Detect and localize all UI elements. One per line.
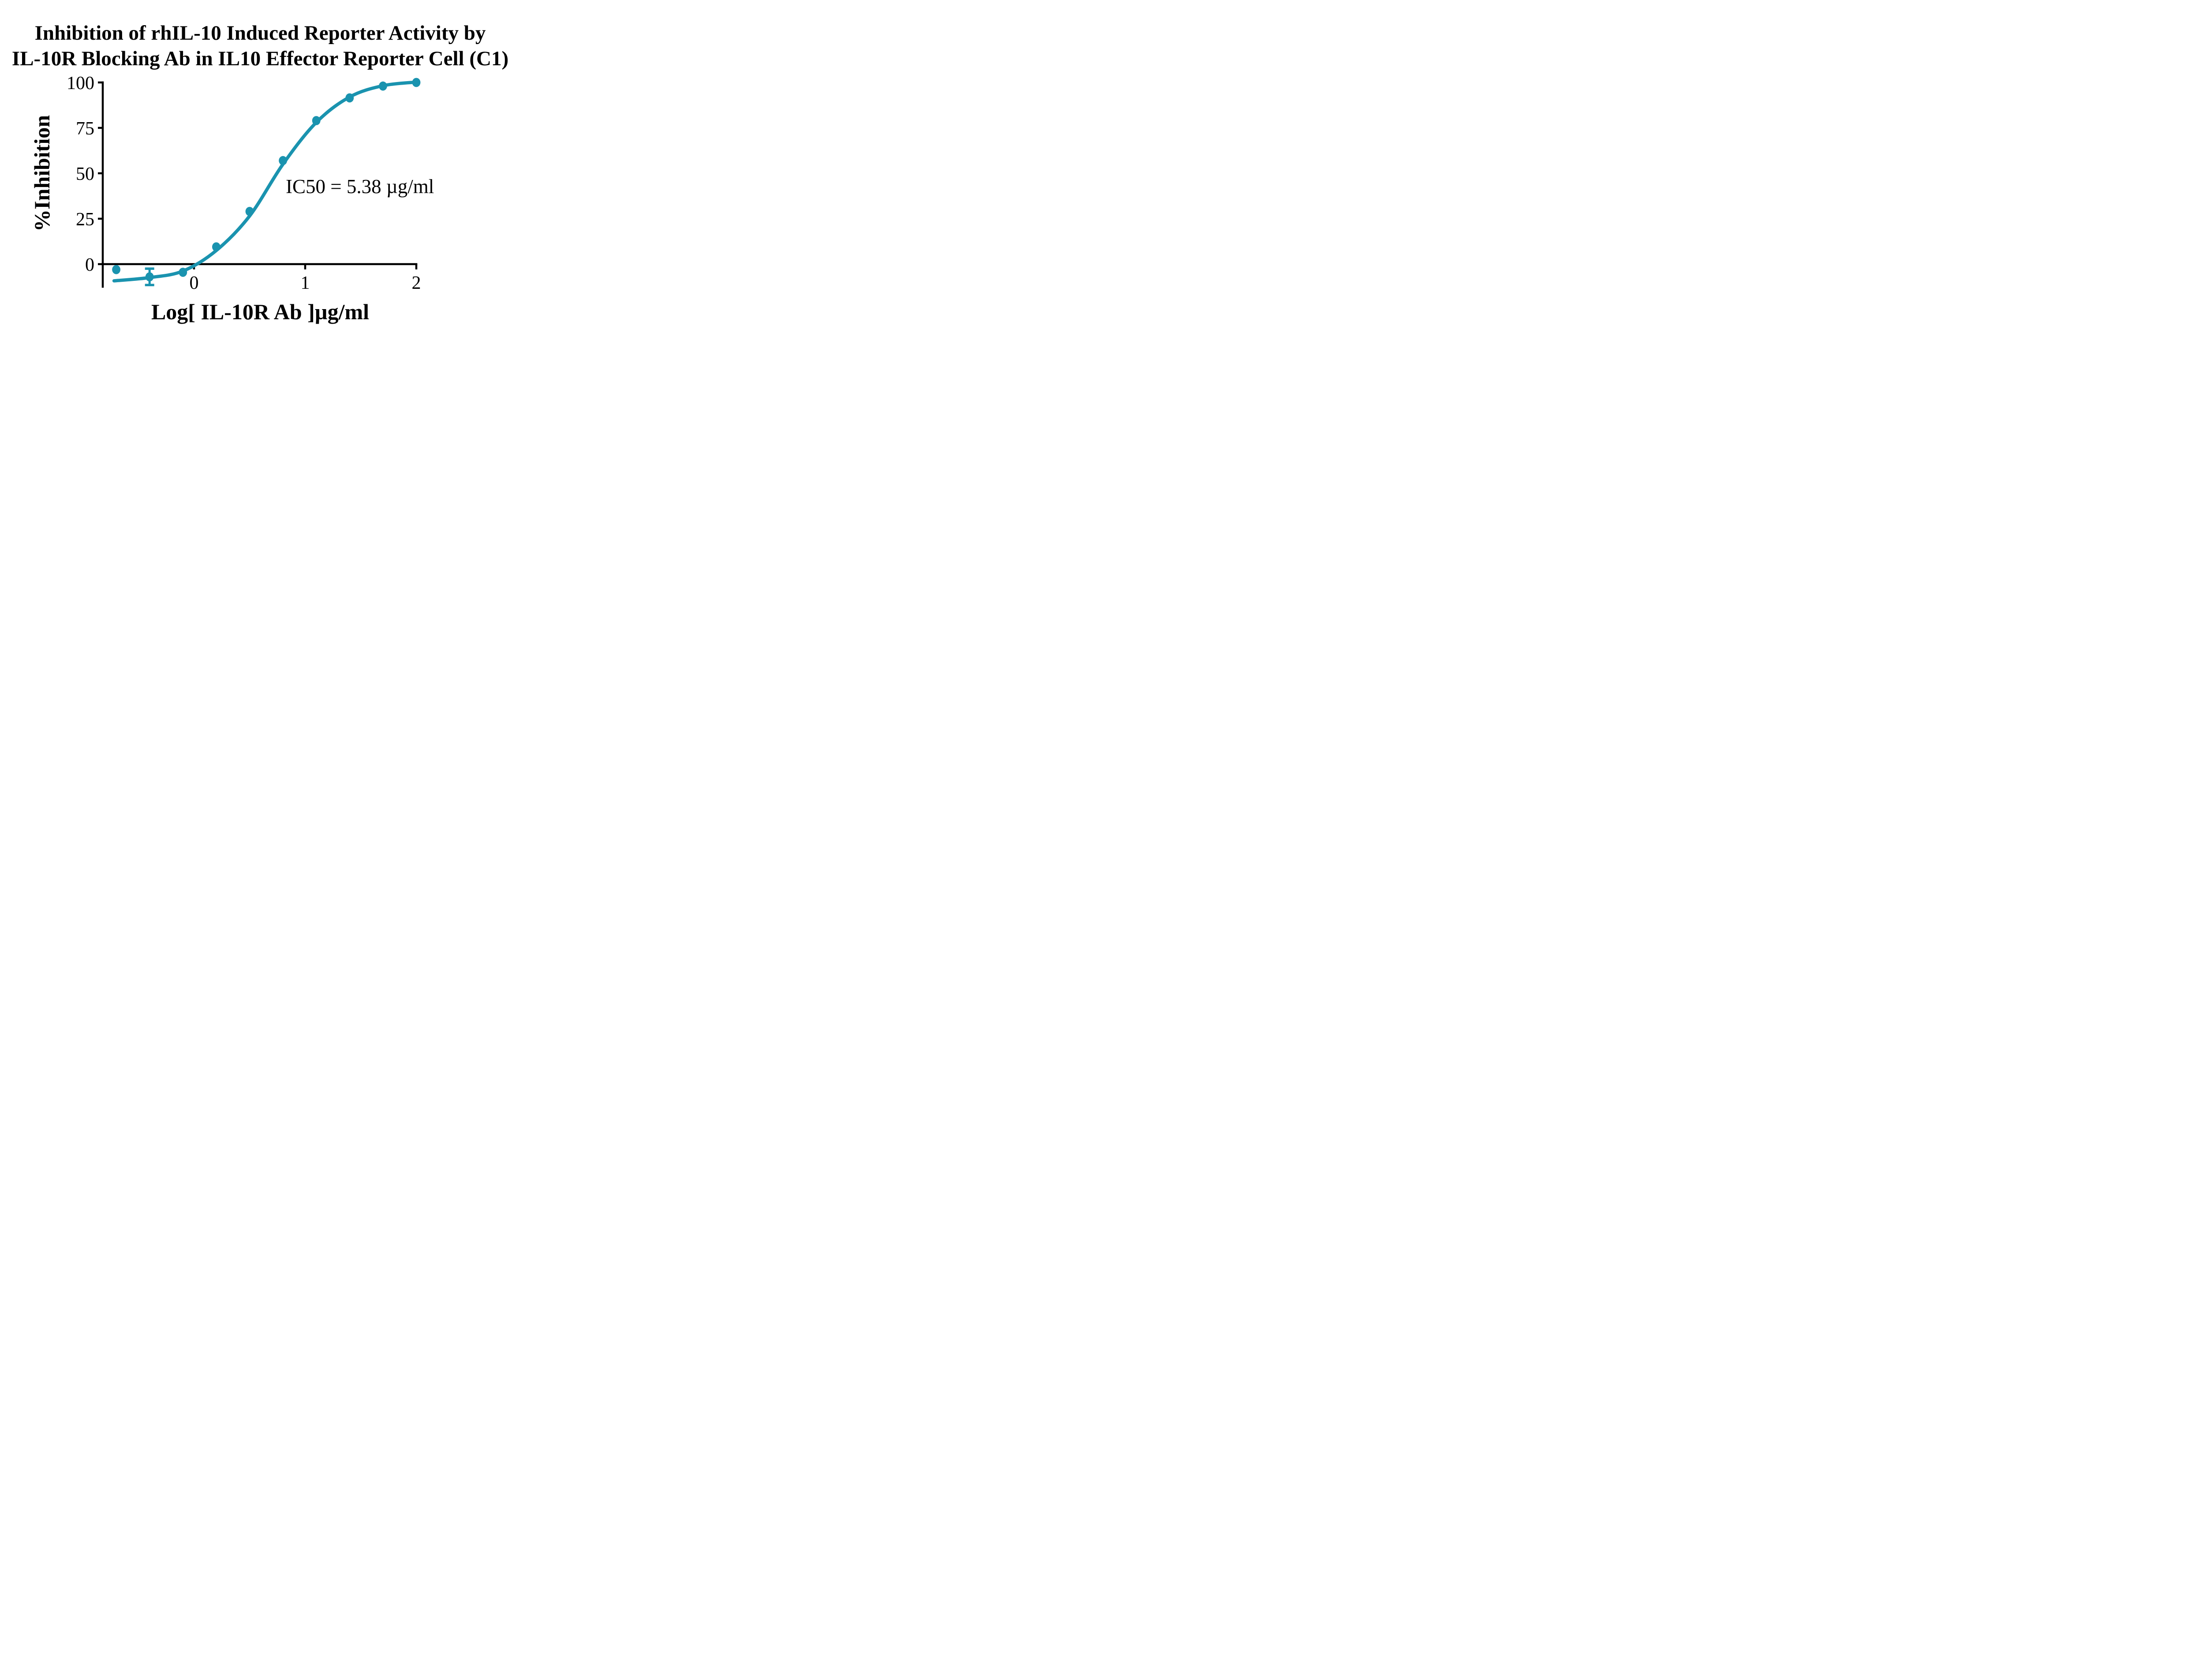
fit-curve [112,80,418,283]
ic50-annotation: IC50 = 5.38 µg/ml [286,175,434,198]
x-tick-label: 1 [301,273,310,293]
data-point [212,242,220,252]
y-axis-title: %Inhibition [30,115,54,231]
y-tick-label: 100 [67,73,94,93]
data-point [179,268,187,277]
x-axis-title: Log[ IL-10R Ab ]µg/ml [151,299,369,324]
data-point [412,78,421,87]
y-tick-label: 50 [76,164,94,184]
dose-response-figure: 0 25 50 75 100 0 1 2 Inhibition of rhIL-10 Indu… [0,0,520,336]
data-point [312,116,321,125]
x-tick-label: 0 [190,273,199,293]
x-tick-label: 2 [412,273,421,293]
y-tick-label: 0 [85,255,94,275]
chart-canvas: 0 25 50 75 100 0 1 2 Inhibition of rhIL-10 Indu… [12,22,508,324]
data-point [279,156,287,165]
chart-title-line2: IL-10R Blocking Ab in IL10 Effector Repo… [12,47,508,70]
data-point [112,265,120,274]
data-point [379,81,387,91]
data-point [345,93,354,103]
data-point [145,272,154,282]
data-point [245,207,254,216]
chart-title-line1: Inhibition of rhIL-10 Induced Reporter A… [35,22,486,45]
y-tick-label: 25 [76,209,94,230]
plot-area: 0 25 50 75 100 0 1 2 [67,73,421,293]
y-tick-label: 75 [76,119,94,139]
